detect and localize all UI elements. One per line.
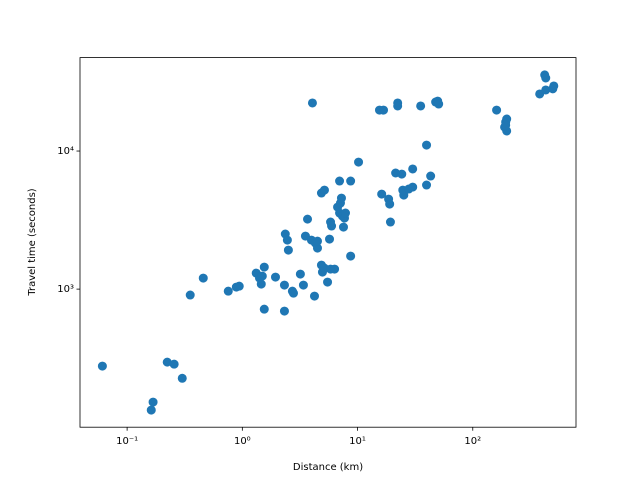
- point: [198, 273, 208, 283]
- point: [492, 105, 502, 115]
- point: [325, 234, 335, 244]
- point: [416, 101, 426, 111]
- point: [312, 236, 322, 246]
- point: [148, 397, 158, 407]
- point: [335, 176, 345, 186]
- point: [377, 189, 387, 199]
- x-tick-label: 10⁻¹: [116, 436, 138, 447]
- point: [185, 290, 195, 300]
- point: [97, 361, 107, 371]
- point: [330, 264, 340, 274]
- point: [422, 140, 432, 150]
- point: [397, 169, 407, 179]
- point: [501, 120, 511, 130]
- point: [257, 271, 267, 281]
- point: [162, 357, 172, 367]
- point: [408, 182, 418, 192]
- point: [282, 235, 292, 245]
- point: [283, 245, 293, 255]
- plot-frame: [79, 57, 577, 428]
- y-axis-label: Travel time (seconds): [27, 188, 38, 296]
- point: [259, 262, 269, 272]
- point: [434, 99, 444, 109]
- point: [295, 269, 305, 279]
- point: [379, 105, 389, 115]
- point: [541, 85, 551, 95]
- point: [385, 217, 395, 227]
- x-tick-label: 10²: [464, 436, 481, 447]
- point: [338, 222, 348, 232]
- point: [385, 199, 395, 209]
- point: [259, 304, 269, 314]
- point: [303, 214, 313, 224]
- point: [270, 272, 280, 282]
- point: [309, 291, 319, 301]
- point: [288, 288, 298, 298]
- point: [298, 280, 308, 290]
- point: [279, 306, 289, 316]
- y-tick-label: 10³: [57, 284, 74, 295]
- point: [393, 101, 403, 111]
- point: [549, 81, 559, 91]
- point: [307, 98, 317, 108]
- point: [319, 185, 329, 195]
- point: [312, 243, 322, 253]
- point: [341, 208, 351, 218]
- point: [146, 405, 156, 415]
- point: [408, 164, 418, 174]
- point: [354, 157, 364, 167]
- y-tick-label: 10⁴: [57, 146, 74, 157]
- point: [541, 73, 551, 83]
- point: [169, 359, 179, 369]
- point: [336, 193, 346, 203]
- point: [327, 221, 337, 231]
- point: [422, 180, 432, 190]
- point: [223, 286, 233, 296]
- point: [426, 171, 436, 181]
- point: [234, 281, 244, 291]
- point: [177, 373, 187, 383]
- point: [256, 279, 266, 289]
- point: [346, 176, 356, 186]
- point: [323, 277, 333, 287]
- point: [346, 251, 356, 261]
- x-axis-label: Distance (km): [293, 462, 363, 473]
- point: [279, 280, 289, 290]
- x-tick-label: 10¹: [349, 436, 366, 447]
- x-tick-label: 10⁰: [234, 436, 251, 447]
